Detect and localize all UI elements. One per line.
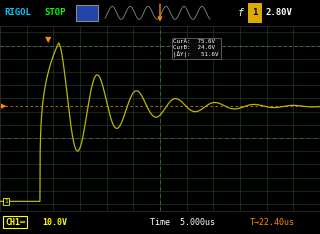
Text: ▼: ▼ [45, 35, 51, 44]
Text: 1: 1 [4, 199, 8, 204]
Text: 1: 1 [252, 8, 258, 17]
Bar [248, 3, 262, 23]
Text: 2.80V: 2.80V [266, 8, 293, 17]
Text: T→22.40us: T→22.40us [250, 218, 295, 227]
Bar [76, 5, 98, 21]
Text: RIGOL: RIGOL [4, 8, 31, 17]
Text: 10.0V: 10.0V [42, 218, 67, 227]
Text: CH1═: CH1═ [5, 218, 25, 227]
Text: Time  5.000us: Time 5.000us [150, 218, 215, 227]
Text: ▶: ▶ [1, 103, 7, 109]
Text: STOP: STOP [44, 8, 66, 17]
Text: CurA:  75.6V
CurB:  24.0V
|ΔY|:   51.6V: CurA: 75.6V CurB: 24.0V |ΔY|: 51.6V [173, 39, 219, 57]
Text: f: f [238, 8, 244, 18]
